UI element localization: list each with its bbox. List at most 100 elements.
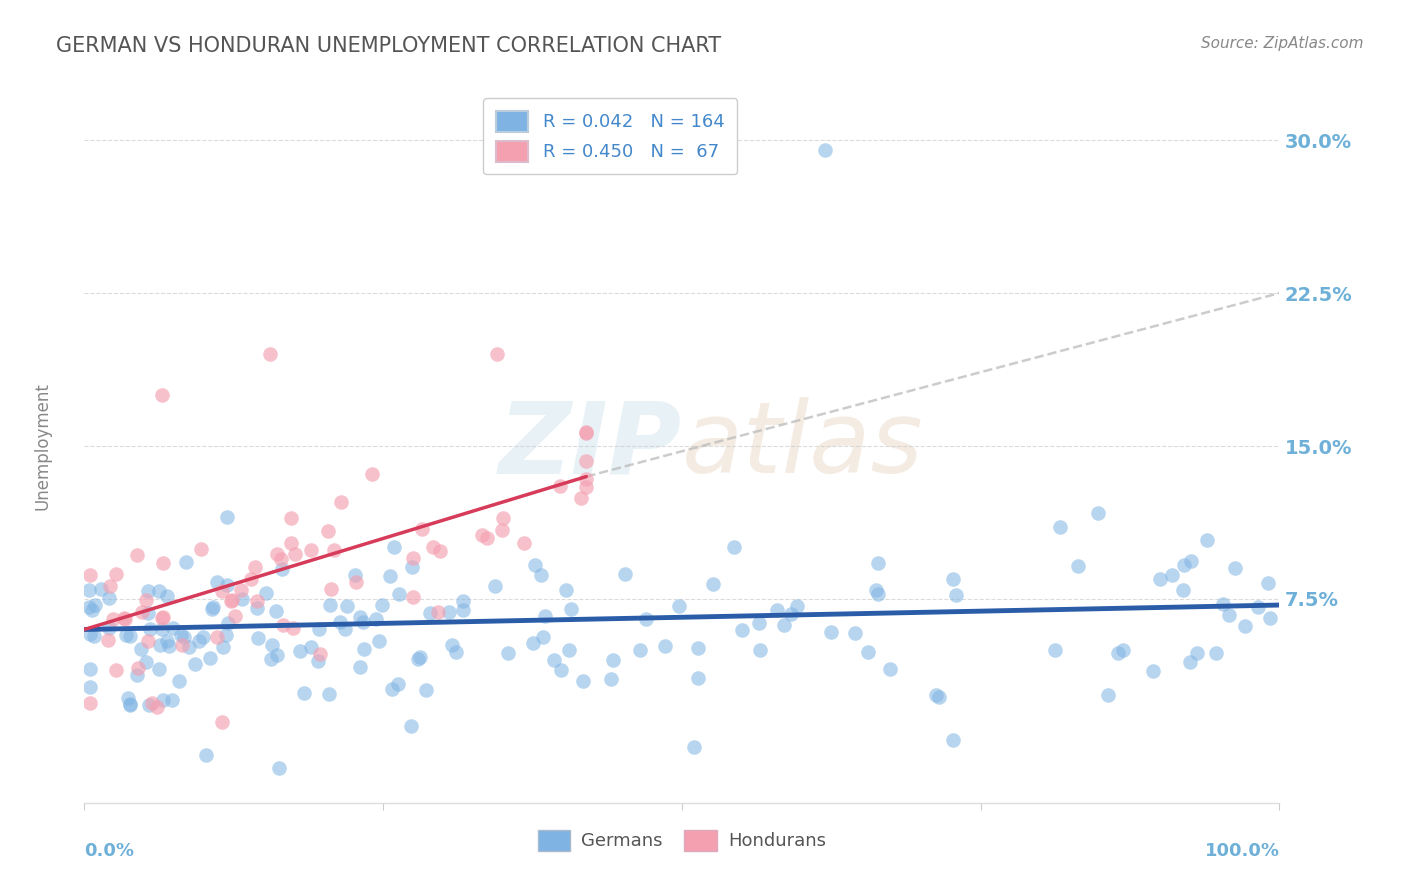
Point: [766, 602, 789, 616]
Point: [361, 467, 384, 481]
Point: [349, 610, 371, 624]
Point: [560, 601, 582, 615]
Point: [491, 523, 513, 537]
Point: [572, 673, 595, 688]
Point: [266, 648, 288, 662]
Point: [485, 347, 508, 361]
Point: [318, 687, 340, 701]
Point: [112, 611, 135, 625]
Point: [614, 567, 637, 582]
Point: [148, 584, 170, 599]
Point: [730, 623, 752, 637]
Point: [749, 643, 772, 657]
Point: [402, 590, 425, 604]
Point: [280, 511, 302, 525]
Point: [1233, 618, 1256, 632]
Point: [814, 144, 837, 158]
Point: [271, 617, 294, 632]
Point: [1223, 560, 1246, 574]
Point: [723, 541, 745, 555]
Point: [271, 562, 294, 576]
Point: [152, 610, 174, 624]
Point: [308, 622, 330, 636]
Point: [492, 510, 515, 524]
Point: [550, 663, 572, 677]
Point: [496, 646, 519, 660]
Point: [79, 680, 101, 694]
Point: [319, 598, 342, 612]
Point: [945, 588, 967, 602]
Legend: Germans, Hondurans: Germans, Hondurans: [531, 822, 832, 858]
Point: [152, 611, 174, 625]
Point: [1149, 572, 1171, 586]
Point: [471, 528, 494, 542]
Point: [97, 621, 120, 635]
Point: [141, 696, 163, 710]
Point: [1160, 568, 1182, 582]
Point: [290, 644, 312, 658]
Point: [269, 760, 291, 774]
Point: [1180, 554, 1202, 568]
Point: [156, 633, 179, 648]
Point: [419, 606, 441, 620]
Point: [364, 612, 387, 626]
Point: [217, 616, 239, 631]
Point: [162, 621, 184, 635]
Point: [426, 605, 449, 619]
Point: [522, 636, 544, 650]
Point: [200, 651, 222, 665]
Point: [195, 747, 218, 762]
Point: [1218, 607, 1240, 622]
Point: [104, 663, 127, 677]
Point: [1212, 597, 1234, 611]
Point: [219, 593, 242, 607]
Point: [1247, 600, 1270, 615]
Point: [686, 640, 709, 655]
Point: [77, 582, 100, 597]
Point: [83, 599, 105, 613]
Point: [634, 612, 657, 626]
Point: [925, 688, 948, 702]
Point: [879, 662, 901, 676]
Text: Unemployment: Unemployment: [34, 382, 52, 510]
Point: [136, 606, 159, 620]
Point: [773, 618, 796, 632]
Point: [786, 599, 808, 613]
Point: [1257, 576, 1279, 591]
Point: [530, 568, 553, 582]
Point: [90, 582, 112, 596]
Point: [349, 660, 371, 674]
Point: [139, 622, 162, 636]
Point: [388, 587, 411, 601]
Point: [193, 630, 215, 644]
Point: [215, 628, 238, 642]
Point: [688, 671, 710, 685]
Point: [329, 615, 352, 629]
Point: [475, 532, 498, 546]
Point: [97, 591, 120, 605]
Point: [844, 626, 866, 640]
Point: [319, 582, 342, 596]
Point: [105, 566, 128, 581]
Point: [439, 605, 461, 619]
Point: [79, 696, 101, 710]
Point: [344, 574, 367, 589]
Point: [380, 568, 402, 582]
Point: [779, 607, 801, 621]
Point: [259, 347, 281, 361]
Point: [184, 657, 207, 672]
Point: [281, 622, 304, 636]
Point: [221, 593, 243, 607]
Point: [1173, 583, 1195, 598]
Point: [127, 548, 149, 562]
Point: [299, 542, 322, 557]
Point: [79, 600, 101, 615]
Point: [136, 583, 159, 598]
Point: [114, 612, 136, 626]
Point: [1185, 646, 1208, 660]
Point: [284, 548, 307, 562]
Point: [188, 634, 211, 648]
Point: [155, 590, 177, 604]
Point: [1111, 643, 1133, 657]
Point: [150, 622, 173, 636]
